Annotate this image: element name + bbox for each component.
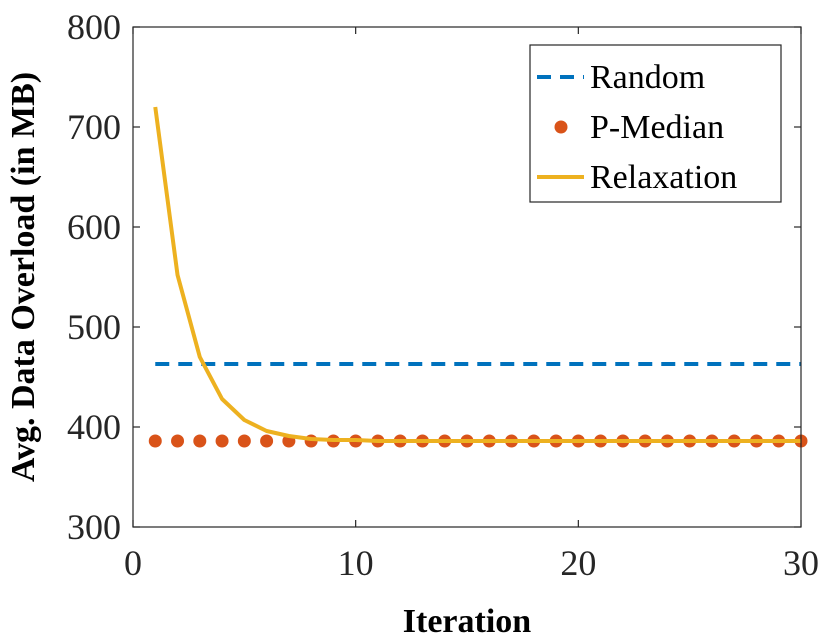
- y-tick-label: 700: [67, 107, 121, 147]
- legend-random-label: Random: [590, 59, 705, 96]
- x-tick-label: 20: [560, 543, 596, 583]
- y-tick-label: 600: [67, 207, 121, 247]
- x-tick-label: 0: [124, 543, 142, 583]
- ticks-layer: 0 10 20 30 300 400 500 600 700 800: [67, 7, 819, 583]
- x-axis-title: Iteration: [403, 603, 532, 640]
- p-median-point-5: [237, 434, 251, 448]
- x-tick-label: 10: [338, 543, 374, 583]
- legend: Random P-Median Relaxation: [529, 44, 782, 203]
- axes-box: [132, 26, 802, 528]
- legend-p-median-label: P-Median: [590, 109, 724, 146]
- y-tick-label: 300: [67, 507, 121, 547]
- p-median-point-3: [193, 434, 207, 448]
- y-tick-label: 800: [67, 7, 121, 47]
- p-median-point-6: [260, 434, 274, 448]
- legend-relaxation-label: Relaxation: [590, 159, 737, 196]
- legend-p-median-marker: [554, 120, 568, 134]
- y-tick-label: 500: [67, 307, 121, 347]
- relaxation-line: [153, 106, 801, 443]
- p-median-point-1: [148, 434, 162, 448]
- p-median-point-2: [171, 434, 185, 448]
- x-tick-label: 30: [783, 543, 819, 583]
- y-tick-label: 400: [67, 407, 121, 447]
- series-layer: [148, 106, 808, 448]
- y-axis-title: Avg. Data Overload (in MB): [5, 72, 42, 482]
- axes-layer: [132, 26, 802, 528]
- p-median-point-4: [215, 434, 229, 448]
